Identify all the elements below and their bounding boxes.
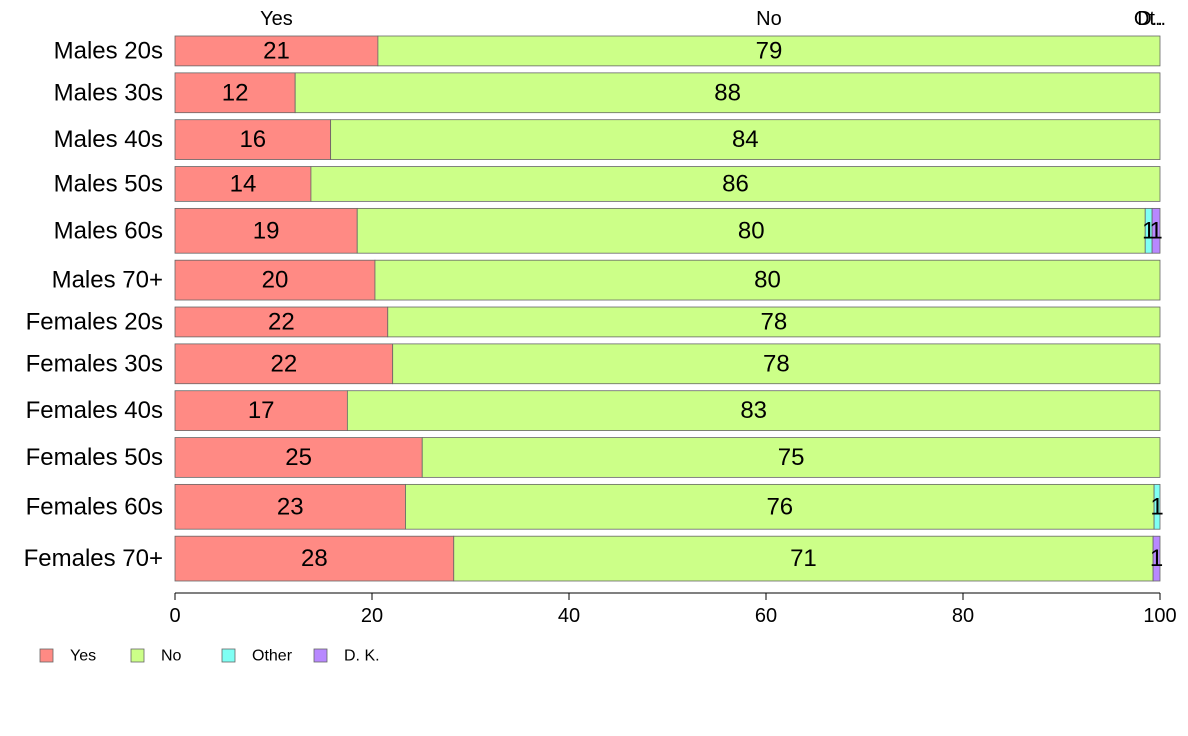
bars: 21 79 12 88 16 84 14 86 19 80 1 1 20 80 22 78 22 78 17 83 25… <box>174 35 1164 582</box>
data-label: 75 <box>778 444 805 471</box>
data-label: 1 <box>1150 493 1163 520</box>
data-label: 22 <box>270 350 297 377</box>
x-axis: 0 20 40 60 80 100 <box>169 592 1177 627</box>
bar-segment-no <box>294 72 1161 114</box>
category-label: Males 40s <box>54 126 163 153</box>
data-label: 76 <box>766 493 793 520</box>
bar-segment-yes <box>174 343 394 385</box>
bar-segment-yes <box>174 306 389 338</box>
data-label: 88 <box>714 79 741 106</box>
data-label: 79 <box>756 37 783 64</box>
tick-label: 100 <box>1143 605 1176 627</box>
top-label: Yes <box>260 8 293 30</box>
top-label: Ot.. <box>1134 8 1166 30</box>
category-label: Males 30s <box>54 79 163 106</box>
category-label: Males 20s <box>54 37 163 64</box>
category-label: Males 50s <box>54 170 163 197</box>
bar-segment-yes <box>174 483 406 530</box>
data-label: 16 <box>239 126 266 153</box>
data-label: 80 <box>738 217 765 244</box>
top-label: No <box>756 8 782 30</box>
top-label: D.. <box>1137 8 1163 30</box>
legend-swatch <box>39 648 54 663</box>
legend-swatch <box>221 648 236 663</box>
legend-label: Yes <box>70 648 96 665</box>
bar-segment-no <box>387 306 1161 338</box>
data-label: 83 <box>740 397 767 424</box>
bar-segment-yes <box>174 259 376 301</box>
bar-segment-yes <box>174 535 455 582</box>
category-labels: Males 20s Males 30s Males 40s Males 50s Male… <box>24 37 163 572</box>
data-label: 25 <box>285 444 312 471</box>
category-label: Females 50s <box>26 444 163 471</box>
category-label: Males 70+ <box>52 267 163 294</box>
bar-segment-no <box>356 207 1146 254</box>
tick-label: 60 <box>755 605 777 627</box>
bar-segment-d-k <box>1152 535 1161 582</box>
bar-segment-no <box>330 119 1161 160</box>
bar-segment-yes <box>174 166 312 202</box>
category-label: Females 20s <box>26 308 163 335</box>
data-label: 86 <box>722 170 749 197</box>
data-label: 17 <box>248 397 275 424</box>
data-label: 14 <box>230 170 257 197</box>
data-label: 1 <box>1150 545 1163 572</box>
data-label: 84 <box>732 126 759 153</box>
data-label: 71 <box>790 545 817 572</box>
bar-segment-yes <box>174 390 348 431</box>
tick-label: 0 <box>169 605 180 627</box>
bar-segment-no <box>346 390 1161 431</box>
legend-label: No <box>161 648 182 665</box>
legend-swatch <box>130 648 145 663</box>
bar-segment-no <box>453 535 1154 582</box>
bar-segment-yes <box>174 119 332 160</box>
data-label: 28 <box>301 545 328 572</box>
legend: Yes No Other D. K. <box>39 648 380 665</box>
data-label: 80 <box>754 267 781 294</box>
bar-segment-no <box>421 437 1161 478</box>
category-label: Males 60s <box>54 217 163 244</box>
tick-label: 40 <box>558 605 580 627</box>
bar-segment-yes <box>174 437 423 478</box>
category-label: Females 60s <box>26 493 163 520</box>
bar-segment-no <box>310 166 1161 202</box>
bar-segment-no <box>405 483 1155 530</box>
bar-segment-yes <box>174 207 358 254</box>
bar-segment-no <box>392 343 1161 385</box>
data-label: 23 <box>277 493 304 520</box>
data-label: 78 <box>761 308 788 335</box>
bar-segment-no <box>374 259 1161 301</box>
legend-label: Other <box>252 648 293 665</box>
data-label: 20 <box>262 267 289 294</box>
category-label: Females 40s <box>26 397 163 424</box>
data-label: 22 <box>268 308 295 335</box>
data-label: 12 <box>222 79 249 106</box>
bar-segment-other <box>1153 483 1161 530</box>
tick-label: 80 <box>952 605 974 627</box>
bar-segment-no <box>377 35 1161 67</box>
tick-label: 20 <box>361 605 383 627</box>
category-label: Females 70+ <box>24 545 163 572</box>
data-label: 19 <box>253 217 280 244</box>
bar-segment-d-k <box>1151 207 1161 254</box>
data-label: 21 <box>263 37 290 64</box>
data-label: 78 <box>763 350 790 377</box>
top-segment-labels: Yes No Ot..D.. <box>260 8 1166 30</box>
legend-swatch <box>313 648 328 663</box>
data-label: 1 <box>1149 217 1162 244</box>
legend-label: D. K. <box>344 648 380 665</box>
category-label: Females 30s <box>26 350 163 377</box>
